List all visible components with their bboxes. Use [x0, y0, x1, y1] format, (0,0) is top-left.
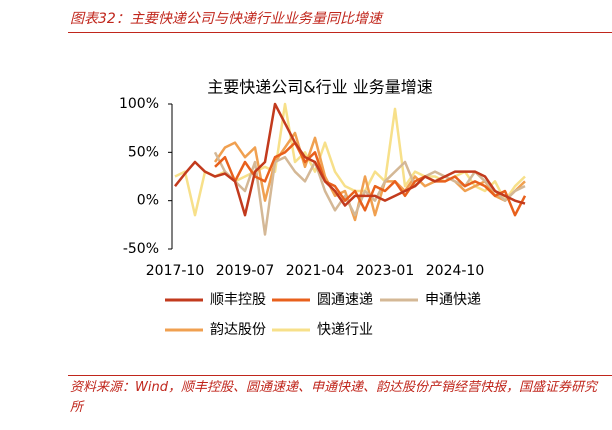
y-tick-label: 50%: [128, 144, 159, 160]
source: 资料来源：Wind，顺丰控股、圆通速递、申通快递、韵达股份产销经营快报，国盛证券…: [70, 380, 597, 415]
y-tick-label: 0%: [137, 193, 159, 209]
x-tick-label: 2024-10: [426, 263, 485, 279]
legend-label: 申通快递: [425, 292, 481, 308]
series-line: [174, 102, 526, 217]
legend-label: 顺丰控股: [210, 292, 266, 308]
x-tick-label: 2017-10: [146, 263, 205, 279]
x-tick-label: 2021-04: [286, 263, 345, 279]
x-tick-label: 2019-07: [216, 263, 275, 279]
series-line: [174, 102, 526, 217]
x-tick-label: 2023-01: [356, 263, 415, 279]
series-line: [214, 141, 527, 217]
header-rule: [68, 32, 612, 33]
legend-label: 韵达股份: [210, 322, 266, 338]
legend-label: 快递行业: [317, 322, 373, 338]
y-tick-label: -50%: [123, 241, 159, 257]
chart-title: 主要快递公司&行业 业务量增速: [207, 78, 433, 97]
legend-label: 圆通速递: [317, 292, 373, 308]
header: 图表32：主要快递公司与快递行业业务量同比增速: [70, 11, 382, 27]
source-rule: [68, 375, 612, 376]
y-tick-label: 100%: [119, 96, 159, 112]
chart: 主要快递公司&行业 业务量增速 -50% 0% 50% 100% 2017-10 2019…: [119, 78, 527, 338]
